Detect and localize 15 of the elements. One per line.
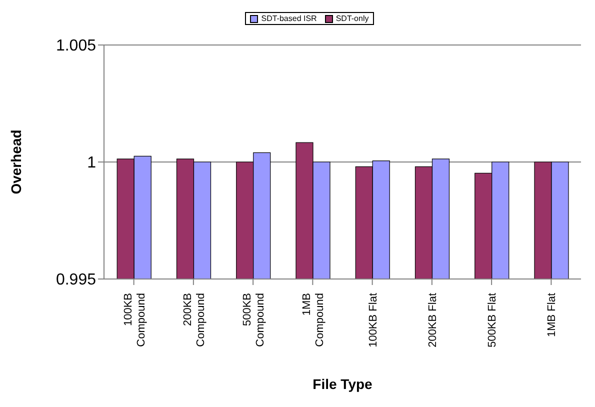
y-tick-label: 1.005 (56, 38, 96, 55)
y-tick-label: 0.995 (56, 272, 96, 289)
x-tick-label: 200KB Compound (182, 293, 207, 347)
x-tick-label: 500KB Compound (242, 293, 267, 347)
y-tick-label: 1 (87, 154, 96, 172)
x-axis-title: File Type (312, 376, 373, 392)
x-tick-label: 200KB Flat (426, 293, 439, 348)
legend-label: SDT-only (334, 14, 369, 23)
legend-label: SDT-based ISR (260, 14, 317, 23)
y-axis-title: Overhead (8, 130, 24, 194)
x-tick-label: 1MB Compound (301, 293, 326, 347)
x-tick-label: 100KB Compound (122, 293, 148, 347)
x-tick-label: 1MB Flat (546, 293, 558, 338)
x-tick-label: 500KB Flat (486, 293, 499, 348)
x-tick-label: 100KB Flat (367, 293, 380, 348)
